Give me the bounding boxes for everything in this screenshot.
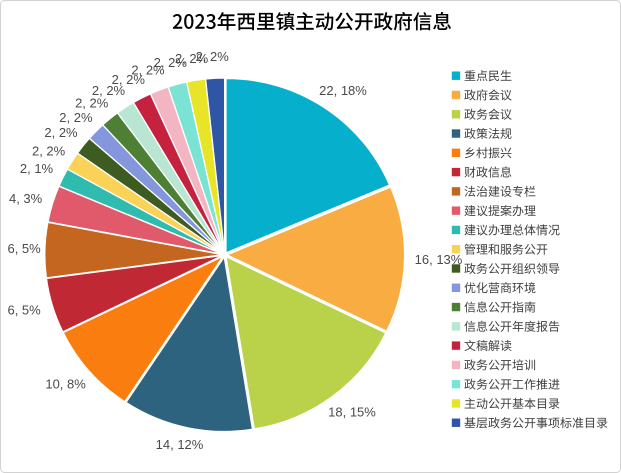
svg-text:2, 2%: 2, 2% xyxy=(175,51,209,66)
svg-text:2, 2%: 2, 2% xyxy=(59,110,93,125)
svg-text:2, 2%: 2, 2% xyxy=(92,83,126,98)
svg-text:2, 2%: 2, 2% xyxy=(131,63,165,78)
svg-text:2, 2%: 2, 2% xyxy=(154,55,188,70)
svg-text:2, 2%: 2, 2% xyxy=(112,72,146,87)
svg-text:6, 5%: 6, 5% xyxy=(7,241,41,256)
svg-text:2, 2%: 2, 2% xyxy=(32,143,66,158)
svg-text:4, 3%: 4, 3% xyxy=(9,191,43,206)
svg-text:16, 13%: 16, 13% xyxy=(415,252,463,267)
svg-text:2, 2%: 2, 2% xyxy=(196,49,230,64)
svg-text:18, 15%: 18, 15% xyxy=(328,405,376,420)
svg-text:6, 5%: 6, 5% xyxy=(7,302,41,317)
svg-text:2, 2%: 2, 2% xyxy=(75,95,109,110)
svg-text:2, 2%: 2, 2% xyxy=(44,125,78,140)
svg-text:2, 1%: 2, 1% xyxy=(20,161,54,176)
svg-text:10, 8%: 10, 8% xyxy=(45,377,86,392)
svg-text:14, 12%: 14, 12% xyxy=(156,437,204,452)
svg-text:22, 18%: 22, 18% xyxy=(319,83,367,98)
